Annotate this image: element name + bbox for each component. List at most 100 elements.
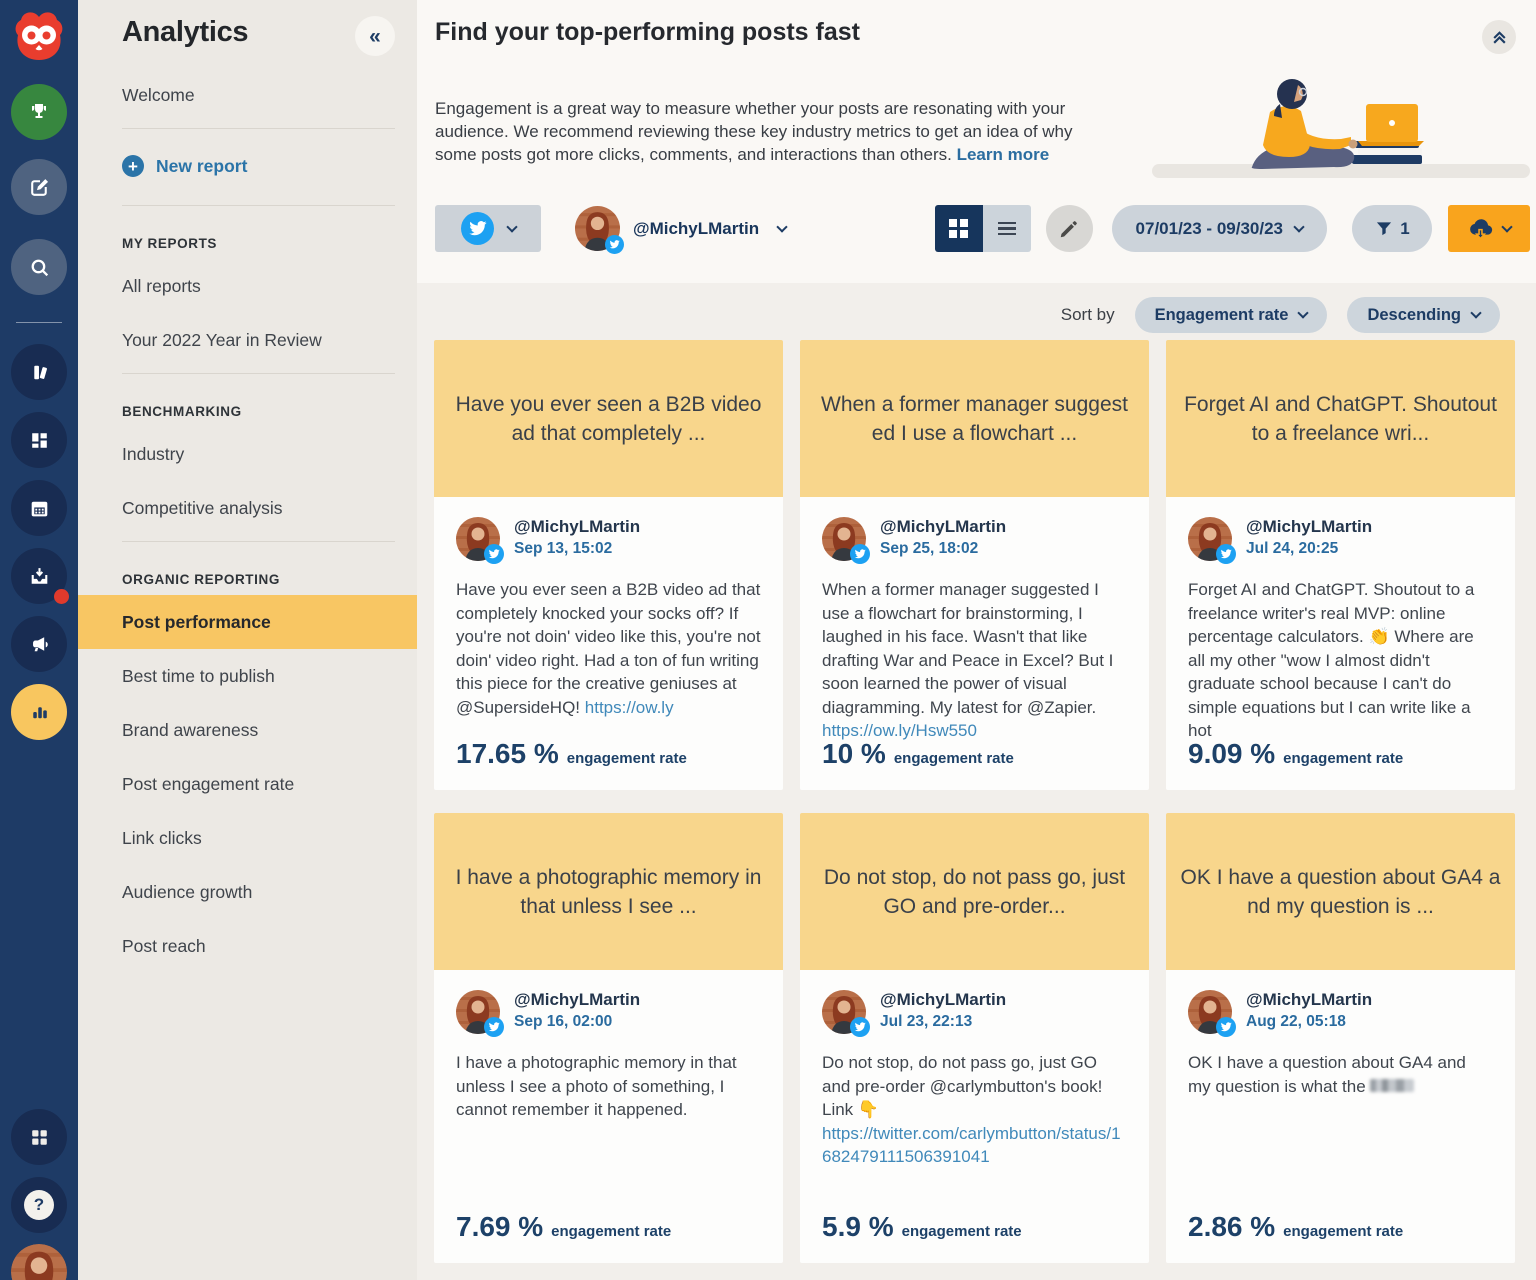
post-card-header: Forget AI and ChatGPT. Shoutout to a fre… (1166, 340, 1515, 497)
sidebar-item-brand-awareness[interactable]: Brand awareness (122, 720, 259, 740)
post-author-row: @MichyLMartin Sep 13, 15:02 (456, 517, 761, 564)
post-date: Sep 25, 18:02 (880, 540, 979, 557)
toolbar: @MichyLMartin (435, 205, 1530, 254)
boards-icon[interactable] (11, 412, 67, 468)
pencil-icon (1060, 220, 1077, 237)
calendar-icon[interactable] (11, 480, 67, 536)
engagement-rate-label: engagement rate (893, 750, 1014, 767)
avatar (456, 517, 504, 564)
avatar (456, 990, 504, 1037)
help-icon[interactable]: ? (11, 1177, 67, 1233)
list-view-button[interactable] (982, 205, 1031, 252)
new-report-button[interactable]: + New report (78, 135, 417, 199)
sort-by-label: Sort by (1060, 305, 1115, 324)
sidebar-item-industry[interactable]: Industry (122, 444, 185, 464)
avatar (1188, 517, 1236, 564)
post-author: @MichyLMartin (880, 517, 1007, 536)
post-headline-line1: Do not stop, do not pass go, just (823, 865, 1126, 889)
main-content: Find your top-performing posts fast Enga… (417, 0, 1536, 1280)
account-selector[interactable]: @MichyLMartin (575, 206, 788, 254)
chevron-down-icon (505, 220, 518, 233)
sidebar-item-welcome[interactable]: Welcome (122, 85, 195, 105)
profile-avatar[interactable] (11, 1244, 67, 1280)
date-range-picker[interactable]: 07/01/23 - 09/30/23 (1111, 205, 1327, 252)
engagement-metric: 9.09 % engagement rate (1188, 738, 1403, 770)
streams-icon[interactable] (11, 344, 67, 400)
post-headline-line2: nd my question is ... (1247, 894, 1434, 918)
post-card-header: OK I have a question about GA4 a nd my q… (1166, 813, 1515, 970)
avatar (822, 517, 870, 564)
learn-more-link[interactable]: Learn more (956, 145, 1050, 164)
sort-order-dropdown[interactable]: Descending (1347, 297, 1500, 333)
hootsuite-owl-logo[interactable] (10, 8, 68, 66)
post-link[interactable]: https://twitter.com/carlymbutton/status/… (822, 1123, 1121, 1167)
export-button[interactable] (1448, 205, 1530, 252)
post-card-body: @MichyLMartin Jul 23, 22:13 Do not stop,… (800, 970, 1149, 1263)
network-selector[interactable] (435, 205, 541, 252)
post-card[interactable]: I have a photographic memory in that unl… (434, 813, 783, 1263)
post-headline-line2: to a freelance wri... (1251, 421, 1430, 445)
engagement-rate-value: 2.86 % (1188, 1211, 1276, 1242)
section-heading-benchmarking: BENCHMARKING (122, 404, 242, 419)
question-mark-glyph: ? (24, 1190, 54, 1220)
censored-word (1370, 1078, 1415, 1092)
edit-button[interactable] (1045, 205, 1093, 252)
inbox-icon[interactable] (11, 548, 69, 604)
post-headline-line2: that unless I see ... (520, 894, 697, 918)
engagement-rate-label: engagement rate (1283, 1223, 1404, 1240)
post-author-row: @MichyLMartin Sep 16, 02:00 (456, 990, 761, 1037)
sidebar-item-year-in-review[interactable]: Your 2022 Year in Review (122, 330, 322, 350)
post-card[interactable]: When a former manager suggest ed I use a… (800, 340, 1149, 790)
twitter-badge-icon (1216, 544, 1236, 564)
sort-field-dropdown[interactable]: Engagement rate (1134, 297, 1328, 333)
account-avatar (575, 206, 624, 254)
sidebar-item-competitive-analysis[interactable]: Competitive analysis (122, 498, 283, 518)
sidebar-item-post-reach[interactable]: Post reach (122, 936, 206, 956)
analytics-icon[interactable] (11, 684, 67, 740)
divider (122, 373, 395, 374)
trophy-icon[interactable] (11, 84, 67, 140)
collapse-header-button[interactable] (1482, 20, 1516, 54)
avatar (822, 990, 870, 1037)
post-text: Forget AI and ChatGPT. Shoutout to a fre… (1188, 580, 1475, 740)
post-headline-line2: ed I use a flowchart ... (871, 421, 1078, 445)
post-author-row: @MichyLMartin Jul 24, 20:25 (1188, 517, 1493, 564)
post-card[interactable]: Forget AI and ChatGPT. Shoutout to a fre… (1166, 340, 1515, 790)
collapse-sidebar-button[interactable]: « (355, 16, 395, 56)
sort-order-value: Descending (1367, 305, 1461, 324)
post-date: Aug 22, 05:18 (1246, 1013, 1346, 1030)
grid-view-button[interactable] (934, 205, 983, 252)
compose-icon[interactable] (11, 159, 67, 215)
left-rail: ? (0, 0, 78, 1280)
filter-count: 1 (1400, 218, 1410, 238)
sidebar-item-link-clicks[interactable]: Link clicks (122, 828, 202, 848)
post-card[interactable]: Do not stop, do not pass go, just GO and… (800, 813, 1149, 1263)
page-description: Engagement is a great way to measure whe… (435, 99, 1073, 164)
filter-button[interactable]: 1 (1352, 205, 1432, 252)
sidebar-item-post-performance[interactable]: Post performance (78, 595, 417, 649)
divider (122, 541, 395, 542)
funnel-icon (1377, 221, 1392, 235)
post-card[interactable]: OK I have a question about GA4 a nd my q… (1166, 813, 1515, 1263)
sidebar-item-audience-growth[interactable]: Audience growth (122, 882, 253, 902)
post-link[interactable]: https://ow.ly (584, 697, 674, 717)
sidebar-item-all-reports[interactable]: All reports (122, 276, 201, 296)
apps-icon[interactable] (11, 1109, 67, 1165)
post-author: @MichyLMartin (1246, 990, 1373, 1009)
search-icon[interactable] (11, 239, 67, 295)
engagement-rate-value: 5.9 % (822, 1211, 894, 1242)
post-link[interactable]: https://ow.ly/Hsw550 (822, 721, 977, 740)
post-card-body: @MichyLMartin Sep 16, 02:00 I have a pho… (434, 970, 783, 1263)
post-card-header: Do not stop, do not pass go, just GO and… (800, 813, 1149, 970)
page-header: Find your top-performing posts fast Enga… (417, 0, 1536, 283)
sidebar-item-post-engagement-rate[interactable]: Post engagement rate (122, 774, 295, 794)
rail-divider (16, 322, 62, 323)
post-card-body: @MichyLMartin Jul 24, 20:25 Forget AI an… (1166, 497, 1515, 790)
engagement-rate-label: engagement rate (551, 1223, 672, 1240)
engagement-rate-label: engagement rate (1283, 750, 1404, 767)
sidebar-item-best-time-to-publish[interactable]: Best time to publish (122, 666, 275, 686)
megaphone-icon[interactable] (11, 616, 67, 672)
view-toggle (934, 205, 1031, 252)
engagement-metric: 17.65 % engagement rate (456, 738, 687, 770)
post-card[interactable]: Have you ever seen a B2B video ad that c… (434, 340, 783, 790)
